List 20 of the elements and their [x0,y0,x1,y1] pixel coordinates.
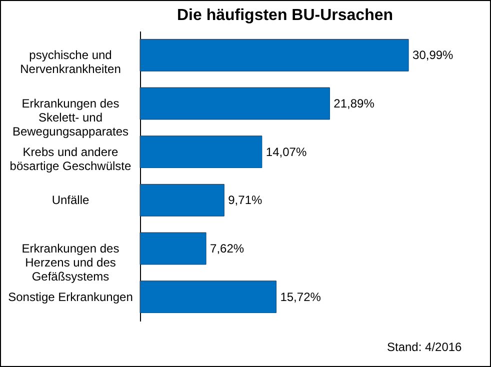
y-tick-label: Krebs und andere bösartige Geschwülste [10,144,132,173]
y-tick-label: Unfälle [52,193,90,208]
bar [140,87,330,120]
data-label: 9,71% [228,193,262,208]
bar [140,280,276,314]
bar [140,184,224,216]
y-tick-label: Erkrankungen des Herzens und des Gefäßsystems [22,242,120,284]
y-tick-label: psychische und Nervenkrankheiten [20,48,121,76]
y-tick-label: Sonstige Erkrankungen [8,290,133,304]
data-label: 21,89% [334,96,375,110]
data-label: 7,62% [210,242,244,256]
data-label: 15,72% [280,290,322,304]
bar [140,136,262,168]
y-tick-label: Erkrankungen des Skelett- und Bewegungsapparates [12,96,129,138]
data-label: 30,99% [412,48,454,62]
chart-title: Die häufigsten BU-Ursachen [176,7,394,24]
bar [140,38,409,72]
bar [140,232,206,265]
text: Stand: 4/2016 [387,340,463,354]
data-label: 14,07% [266,144,307,159]
